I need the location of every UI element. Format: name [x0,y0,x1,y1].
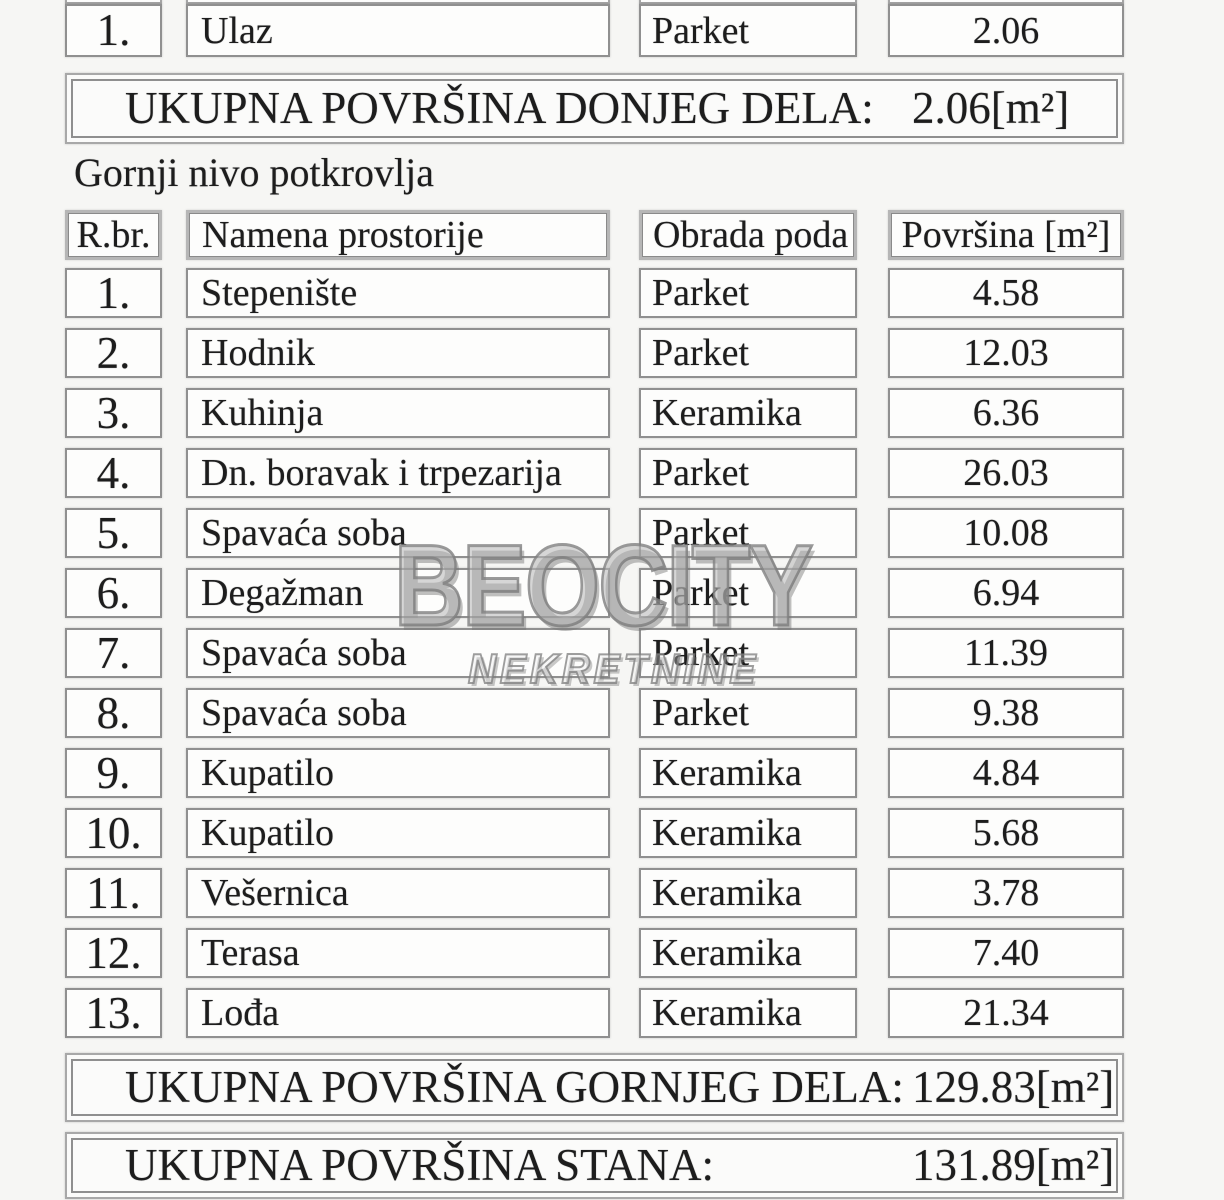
row-number-cell: 8. [65,688,162,738]
floor-finish-cell: Parket [639,448,857,498]
row-number-cell: 10. [65,808,162,858]
header-room-name: Namena prostorije [186,210,610,260]
table-row: 3. Kuhinja Keramika 6.36 [0,388,1224,438]
area-value-cell: 26.03 [888,448,1124,498]
room-name-cell: Vešernica [186,868,610,918]
row-number-cell: 6. [65,568,162,618]
row-number-cell: 3. [65,388,162,438]
row-number-cell: 12. [65,928,162,978]
area-value-cell: 3.78 [888,868,1124,918]
floor-finish-cell: Parket [639,508,857,558]
row-number-cell: 7. [65,628,162,678]
floor-finish-cell: Keramika [639,868,857,918]
row-number-cell: 2. [65,328,162,378]
area-value-cell: 5.68 [888,808,1124,858]
row-number-cell: 4. [65,448,162,498]
area-value-cell: 9.38 [888,688,1124,738]
upper-total-label: UKUPNA POVRŠINA GORNJEG DELA: [125,1062,904,1112]
area-value-cell: 4.58 [888,268,1124,318]
table-row: 10. Kupatilo Keramika 5.68 [0,808,1224,858]
table-row: 11. Vešernica Keramika 3.78 [0,868,1224,918]
upper-total-box: UKUPNA POVRŠINA GORNJEG DELA: 129.83[m²] [65,1053,1124,1122]
room-name-cell: Degažman [186,568,610,618]
floor-finish-cell: Parket [639,4,857,57]
floor-finish-cell: Keramika [639,808,857,858]
cropped-row-edge [888,0,1124,4]
cropped-row-edge [65,0,162,4]
room-name-cell: Spavaća soba [186,628,610,678]
room-name-cell: Kuhinja [186,388,610,438]
row-number-cell: 5. [65,508,162,558]
table-row: 7. Spavaća soba Parket 11.39 [0,628,1224,678]
grand-total-box: UKUPNA POVRŠINA STANA: 131.89[m²] [65,1132,1124,1199]
room-name-cell: Ulaz [186,4,610,57]
area-value-cell: 21.34 [888,988,1124,1038]
header-floor-finish: Obrada poda [639,210,857,260]
lower-total-label: UKUPNA POVRŠINA DONJEG DELA: [125,83,874,133]
area-value-cell: 10.08 [888,508,1124,558]
section-title: Gornji nivo potkrovlja [74,150,434,195]
lower-total-box: UKUPNA POVRŠINA DONJEG DELA: 2.06[m²] [65,73,1124,144]
cropped-row-edge [639,0,857,4]
room-name-cell: Kupatilo [186,748,610,798]
floor-finish-cell: Parket [639,628,857,678]
area-value-cell: 11.39 [888,628,1124,678]
room-name-cell: Dn. boravak i trpezarija [186,448,610,498]
room-name-cell: Lođa [186,988,610,1038]
room-name-cell: Spavaća soba [186,508,610,558]
row-number-cell: 11. [65,868,162,918]
floor-finish-cell: Parket [639,268,857,318]
table-row: 9. Kupatilo Keramika 4.84 [0,748,1224,798]
row-number-cell: 9. [65,748,162,798]
area-value-cell: 2.06 [888,4,1124,57]
floor-finish-cell: Keramika [639,988,857,1038]
header-area: Površina [m²] [888,210,1124,260]
row-number-cell: 1. [65,268,162,318]
area-value-cell: 6.94 [888,568,1124,618]
row-number-cell: 13. [65,988,162,1038]
table-row: 12. Terasa Keramika 7.40 [0,928,1224,978]
table-row: 6. Degažman Parket 6.94 [0,568,1224,618]
area-value-cell: 7.40 [888,928,1124,978]
cropped-row-edge [186,0,610,4]
header-row-number: R.br. [65,210,162,260]
grand-total-value: 131.89[m²] [912,1140,1115,1190]
table-row: 8. Spavaća soba Parket 9.38 [0,688,1224,738]
room-name-cell: Stepenište [186,268,610,318]
area-value-cell: 12.03 [888,328,1124,378]
lower-total-value: 2.06[m²] [912,83,1070,133]
table-row: 4. Dn. boravak i trpezarija Parket 26.03 [0,448,1224,498]
upper-table-rows: 1. Stepenište Parket 4.58 2. Hodnik Park… [0,268,1224,1050]
upper-total-value: 129.83[m²] [912,1062,1115,1112]
area-value-cell: 6.36 [888,388,1124,438]
table-row: 5. Spavaća soba Parket 10.08 [0,508,1224,558]
table-row: 2. Hodnik Parket 12.03 [0,328,1224,378]
room-name-cell: Spavaća soba [186,688,610,738]
floor-finish-cell: Parket [639,328,857,378]
table-row: 1. Stepenište Parket 4.58 [0,268,1224,318]
floor-finish-cell: Keramika [639,388,857,438]
room-name-cell: Kupatilo [186,808,610,858]
floor-finish-cell: Parket [639,688,857,738]
floor-finish-cell: Parket [639,568,857,618]
table-row: 13. Lođa Keramika 21.34 [0,988,1224,1038]
area-value-cell: 4.84 [888,748,1124,798]
room-name-cell: Hodnik [186,328,610,378]
floor-finish-cell: Keramika [639,748,857,798]
row-number-cell: 1. [65,4,162,57]
floor-finish-cell: Keramika [639,928,857,978]
grand-total-label: UKUPNA POVRŠINA STANA: [125,1140,714,1190]
room-name-cell: Terasa [186,928,610,978]
